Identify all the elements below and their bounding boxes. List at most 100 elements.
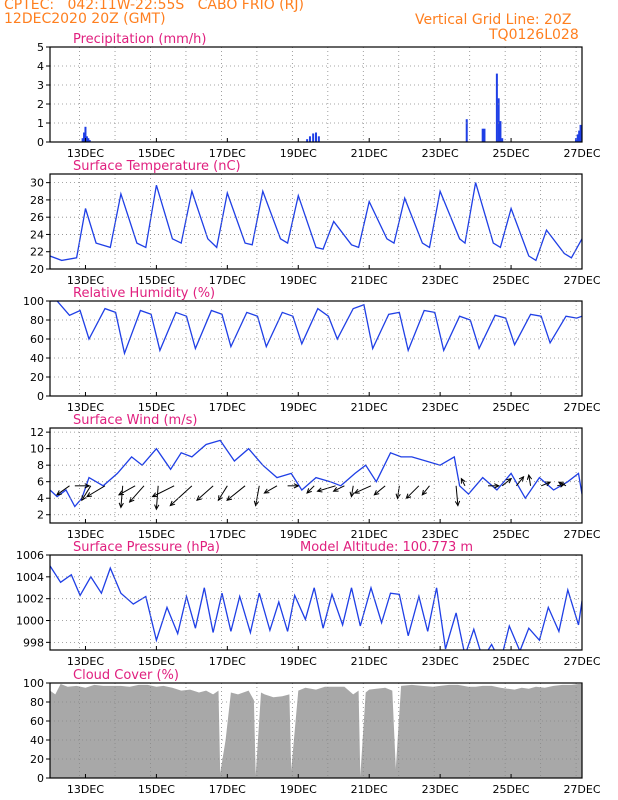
x-tick-label: 21DEC [351, 274, 388, 287]
wind-arrow [350, 485, 354, 497]
x-tick-label: 19DEC [280, 401, 317, 414]
y-tick-label: 40 [30, 734, 44, 747]
panel-frame [49, 300, 583, 397]
x-tick-label: 13DEC [67, 147, 104, 160]
x-tick-label: 21DEC [351, 147, 388, 160]
wind-arrow-head [454, 500, 461, 507]
y-tick-label: 12 [30, 426, 44, 439]
wind-arrow-head [117, 490, 124, 496]
y-tick-label: 20 [30, 753, 44, 766]
wind-arrow-head [460, 477, 466, 484]
wind-arrow [501, 478, 512, 487]
panel-2: Relative Humidity (%) 0 20 40 60 80 100 13DEC 15… [23, 286, 601, 414]
x-tick-label: 15DEC [138, 783, 175, 796]
y-tick-label: 0 [37, 772, 44, 785]
x-tick-label: 15DEC [138, 401, 175, 414]
wind-arrow-head [169, 500, 176, 507]
x-tick-label: 13DEC [67, 528, 104, 541]
precip-bar [83, 132, 86, 142]
precip-bar [501, 138, 504, 142]
y-tick-label: 10 [30, 443, 44, 456]
y-tick-label: 8 [37, 459, 44, 472]
y-tick-label: 28 [30, 194, 44, 207]
x-tick-label: 21DEC [351, 783, 388, 796]
wind-arrow [333, 485, 345, 492]
x-tick-label: 19DEC [280, 147, 317, 160]
y-tick-label: 30 [30, 177, 44, 190]
x-tick-label: 23DEC [422, 147, 459, 160]
wind-arrow [56, 485, 70, 496]
x-tick-label: 27DEC [563, 528, 600, 541]
x-tick-label: 25DEC [493, 401, 530, 414]
y-tick-label: 1004 [16, 571, 44, 584]
wind-arrow [81, 485, 92, 501]
wind-arrow [169, 485, 193, 506]
wind-arrow [217, 485, 228, 501]
wind-arrow-head [85, 492, 92, 498]
y-tick-label: 2 [37, 509, 44, 522]
panel-title: Precipitation (mm/h) [73, 32, 206, 47]
precip-bar [578, 130, 581, 142]
panel-title: Surface Pressure (hPa) [73, 540, 220, 555]
series-line [50, 301, 582, 356]
precip-bar [312, 133, 315, 142]
wind-arrow-head [293, 483, 300, 489]
y-tick-label: 80 [30, 314, 44, 327]
y-tick-label: 6 [37, 476, 44, 489]
panel-title: Surface Wind (m/s) [73, 413, 197, 428]
wind-arrow-head [518, 475, 525, 482]
series-line [50, 182, 582, 262]
wind-arrow-head [353, 488, 360, 494]
y-tick-label: 1002 [16, 593, 44, 606]
x-tick-label: 25DEC [493, 783, 530, 796]
wind-arrow [255, 485, 260, 506]
model-code-label: TQ0126L028 [489, 27, 579, 43]
x-tick-label: 15DEC [138, 528, 175, 541]
wind-arrow-head [506, 477, 513, 484]
wind-arrow [515, 476, 524, 487]
x-tick-label: 15DEC [138, 147, 175, 160]
wind-arrow [264, 485, 278, 494]
y-tick-label: 60 [30, 715, 44, 728]
precip-bar [497, 98, 500, 142]
wind-arrow [528, 474, 532, 486]
wind-arrow [120, 485, 124, 508]
x-tick-label: 13DEC [67, 401, 104, 414]
wind-arrow [455, 485, 459, 506]
wind-arrow-head [421, 489, 428, 496]
wind-arrow-head [349, 491, 355, 498]
wind-arrow [155, 485, 159, 510]
x-tick-label: 21DEC [351, 655, 388, 668]
y-tick-label: 0 [37, 390, 44, 403]
grid-note-label: Vertical Grid Line: 20Z [415, 12, 572, 28]
wind-arrow-head [81, 495, 87, 502]
panel-frame [49, 173, 583, 270]
precip-bar [574, 138, 577, 142]
panel-0: Precipitation (mm/h) 0 1 2 3 4 5 13DEC 15DEC 17DE… [37, 32, 601, 160]
panel-3: Surface Wind (m/s) 2 4 6 8 10 12 13DEC 15DEC 17DE… [30, 413, 601, 541]
precip-bar [84, 126, 87, 142]
x-tick-label: 23DEC [422, 528, 459, 541]
precip-bar [306, 139, 309, 142]
run-time-label: 12DEC2020 20Z (GMT) [4, 11, 166, 27]
series-line [50, 439, 582, 508]
x-tick-label: 25DEC [493, 528, 530, 541]
precip-bar [495, 73, 498, 142]
precip-bar [576, 134, 579, 142]
wind-arrow [317, 485, 336, 492]
x-tick-label: 19DEC [280, 528, 317, 541]
precip-bar [81, 138, 84, 142]
precip-bar [481, 128, 484, 142]
precip-bar [465, 119, 468, 142]
wind-arrow-head [395, 493, 401, 500]
y-tick-label: 22 [30, 246, 44, 259]
precip-bar [579, 124, 582, 142]
x-tick-label: 25DEC [493, 655, 530, 668]
wind-arrow-head [526, 473, 533, 480]
x-tick-label: 27DEC [563, 655, 600, 668]
x-tick-label: 23DEC [422, 655, 459, 668]
y-tick-label: 20 [30, 371, 44, 384]
wind-arrow [129, 485, 145, 503]
y-tick-label: 3 [37, 79, 44, 92]
precip-bar [88, 140, 91, 142]
